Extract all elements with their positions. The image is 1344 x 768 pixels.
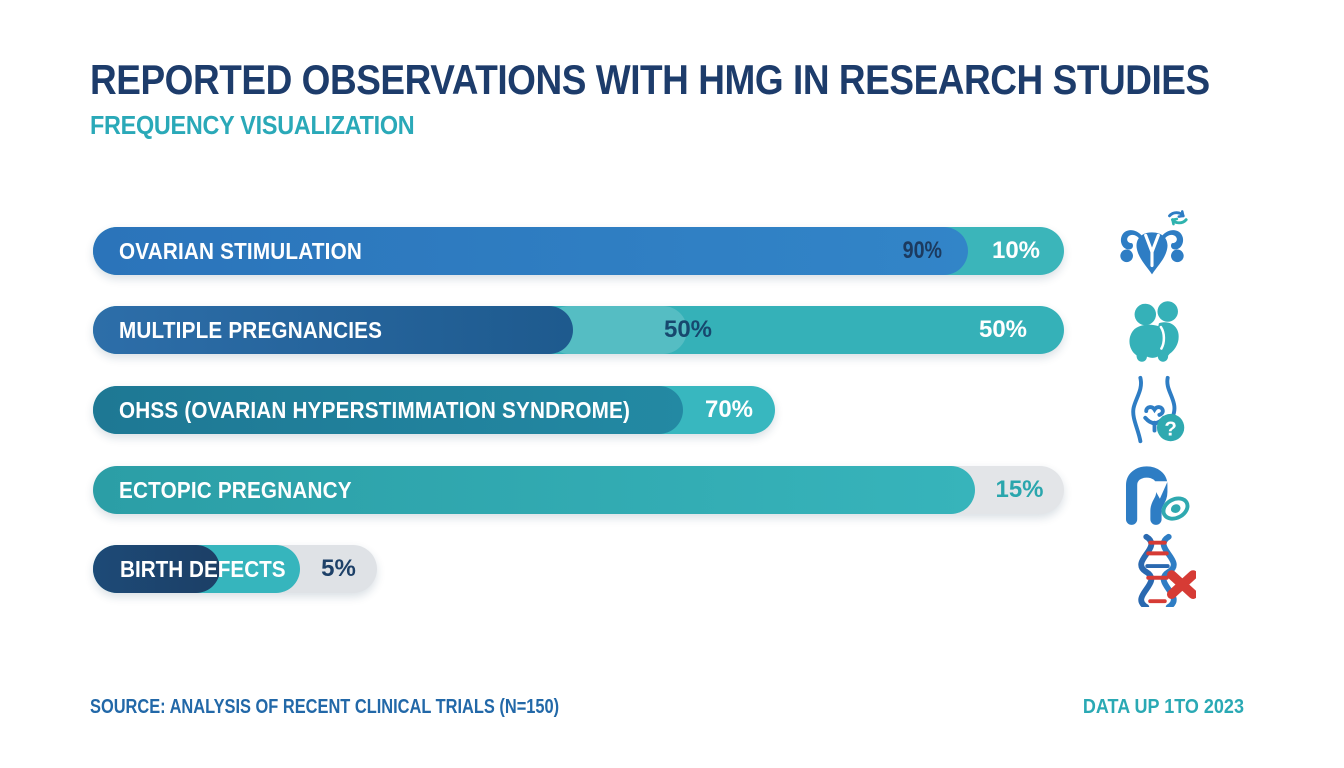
abdomen-question-icon: ? <box>1116 372 1194 450</box>
bar-segment-70: OHSS (OVARIAN HYPERSTIMMATION SYNDROME) <box>93 386 683 434</box>
bar-row-ectopic-pregnancy: ECTOPIC PREGNANCY 15% <box>93 466 1064 514</box>
bar-row-ohss: OHSS (OVARIAN HYPERSTIMMATION SYNDROME) … <box>93 386 775 434</box>
bar-label: ECTOPIC PREGNANCY <box>119 476 352 503</box>
fallopian-tube-embryo-icon <box>1116 451 1194 529</box>
bar-value-90: 90% <box>902 237 942 264</box>
bar-value-50-mid: 50% <box>663 316 713 343</box>
dna-cross-icon <box>1118 529 1198 610</box>
page-subtitle: FREQUENCY VISUALIZATION <box>90 110 415 140</box>
bar-value-5: 5% <box>321 555 356 582</box>
bar-value-50-right: 50% <box>978 316 1028 343</box>
bar-label: BIRTH DEFECTS <box>120 556 286 582</box>
bar-value-10: 10% <box>991 237 1041 264</box>
page-title: REPORTED OBSERVATIONS WITH HMG IN RESEAR… <box>90 56 1210 103</box>
svg-text:?: ? <box>1164 417 1177 440</box>
bar-value-15: 15% <box>995 476 1044 503</box>
bar-label: MULTIPLE PREGNANCIES <box>119 316 383 343</box>
uterus-cycle-icon <box>1113 209 1191 287</box>
bar-value-70: 70% <box>704 396 754 423</box>
bar-segment-90: OVARIAN STIMULATION 90% <box>93 227 968 275</box>
bar-label: OHSS (OVARIAN HYPERSTIMMATION SYNDROME) <box>119 396 631 423</box>
data-note: DATA UP 1TO 2023 <box>1082 696 1244 718</box>
bar-row-ovarian-stimulation: OVARIAN STIMULATION 90% 10% <box>93 227 1064 275</box>
bar-row-multiple-pregnancies: MULTIPLE PREGNANCIES 50% 50% <box>93 306 1064 354</box>
bar-row-birth-defects: BIRTH DEFECTS 5% <box>93 545 377 593</box>
twins-icon <box>1118 292 1196 370</box>
source-note: SOURCE: ANALYSIS OF RECENT CLINICAL TRIA… <box>90 696 560 718</box>
bar-segment-50-left: MULTIPLE PREGNANCIES <box>93 306 573 354</box>
bar-segment-teal: ECTOPIC PREGNANCY <box>93 466 975 514</box>
bar-segment-navy <box>93 545 220 593</box>
bar-label: OVARIAN STIMULATION <box>119 237 362 264</box>
